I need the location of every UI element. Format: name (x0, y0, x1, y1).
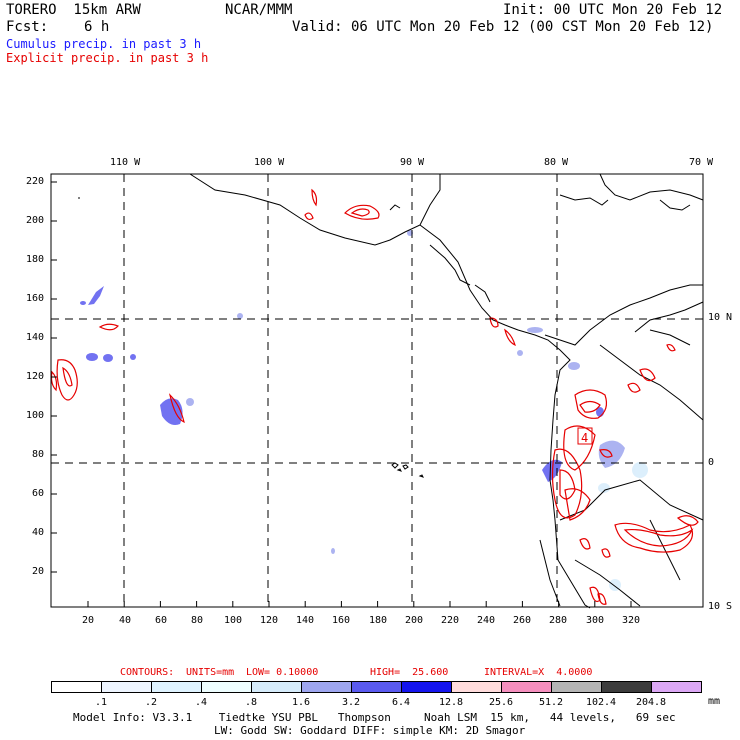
y-tick-marks (51, 181, 57, 573)
graticule (51, 174, 703, 607)
colorbar-label: 12.8 (438, 697, 464, 708)
y-tick-200: 200 (26, 215, 45, 226)
model-info-line: Model Info: V3.3.1 Tiedtke YSU PBL Thomp… (73, 711, 676, 724)
lat-label-0: 0 (708, 457, 715, 468)
y-tick-180: 180 (26, 254, 45, 265)
x-tick-240: 240 (477, 615, 496, 626)
cumulus-legend: Cumulus precip. in past 3 h (6, 37, 202, 51)
x-tick-220: 220 (441, 615, 460, 626)
contour-label: 4 (581, 431, 588, 445)
colorbar-label: 6.4 (391, 697, 411, 708)
colorbar-label: .2 (144, 697, 158, 708)
lon-label-110w: 110 W (110, 157, 141, 168)
explicit-legend: Explicit precip. in past 3 h (6, 51, 209, 65)
colorbar-label: 102.4 (585, 697, 617, 708)
colorbar-cell (451, 681, 502, 693)
x-tick-160: 160 (332, 615, 351, 626)
valid-time: Valid: 06 UTC Mon 20 Feb 12 (00 CST Mon … (292, 19, 714, 35)
lon-label-100w: 100 W (254, 157, 285, 168)
forecast-label: Fcst: (6, 19, 49, 35)
colorbar-label: .4 (194, 697, 208, 708)
y-tick-140: 140 (26, 332, 45, 343)
lon-label-80w: 80 W (544, 157, 569, 168)
colorbar-cell (251, 681, 302, 693)
colorbar-cell (651, 681, 702, 693)
cumulus-shading (80, 230, 648, 591)
contours-units: UNITS=mm (186, 667, 235, 678)
x-tick-20: 20 (82, 615, 95, 626)
y-tick-20: 20 (32, 566, 45, 577)
forecast-value: 6 h (84, 19, 110, 35)
colorbar-label: .1 (94, 697, 108, 708)
contours-low: LOW= 0.10000 (246, 667, 319, 678)
lat-label-10n: 10 N (708, 312, 733, 323)
colorbar-cell (401, 681, 452, 693)
colorbar-cell (501, 681, 552, 693)
x-tick-260: 260 (513, 615, 532, 626)
x-tick-60: 60 (155, 615, 168, 626)
model-name: TORERO 15km ARW (6, 2, 141, 18)
colorbar-cell (151, 681, 202, 693)
x-tick-120: 120 (260, 615, 279, 626)
y-tick-100: 100 (26, 410, 45, 421)
colorbar-cell (201, 681, 252, 693)
colorbar-label: 1.6 (291, 697, 311, 708)
contours-title: CONTOURS: (120, 667, 175, 678)
colorbar-cell (351, 681, 402, 693)
colorbar-cell (551, 681, 602, 693)
colorbar-label: 51.2 (538, 697, 564, 708)
x-tick-100: 100 (224, 615, 243, 626)
contours-high: HIGH= 25.600 (370, 667, 449, 678)
colorbar-cell (601, 681, 652, 693)
colorbar-label: 3.2 (341, 697, 361, 708)
colorbar-unit: mm (708, 696, 721, 707)
x-tick-180: 180 (369, 615, 388, 626)
y-tick-220: 220 (26, 176, 45, 187)
lon-label-90w: 90 W (400, 157, 425, 168)
colorbar-label: 204.8 (635, 697, 667, 708)
x-tick-320: 320 (622, 615, 641, 626)
y-tick-160: 160 (26, 293, 45, 304)
x-tick-280: 280 (549, 615, 568, 626)
lon-label-70w: 70 W (689, 157, 714, 168)
colorbar-label: .8 (244, 697, 258, 708)
colorbar-cell (51, 681, 102, 693)
y-tick-40: 40 (32, 527, 45, 538)
y-tick-120: 120 (26, 371, 45, 382)
contours-interval: INTERVAL=X 4.0000 (484, 667, 593, 678)
colorbar-label: 25.6 (488, 697, 514, 708)
x-tick-80: 80 (191, 615, 204, 626)
x-tick-300: 300 (586, 615, 605, 626)
x-tick-40: 40 (119, 615, 132, 626)
x-tick-marks (87, 601, 632, 607)
coastlines (78, 173, 704, 609)
physics-info-line: LW: Godd SW: Goddard DIFF: simple KM: 2D… (214, 724, 526, 737)
colorbar-cell (101, 681, 152, 693)
y-tick-80: 80 (32, 449, 45, 460)
organization-label: NCAR/MMM (225, 2, 293, 18)
x-tick-200: 200 (405, 615, 424, 626)
init-time: Init: 00 UTC Mon 20 Feb 12 (503, 2, 723, 18)
x-tick-140: 140 (296, 615, 315, 626)
explicit-contours (50, 188, 699, 605)
lat-label-10s: 10 S (708, 601, 733, 612)
map-frame (50, 173, 704, 608)
y-tick-60: 60 (32, 488, 45, 499)
colorbar-cell (301, 681, 352, 693)
